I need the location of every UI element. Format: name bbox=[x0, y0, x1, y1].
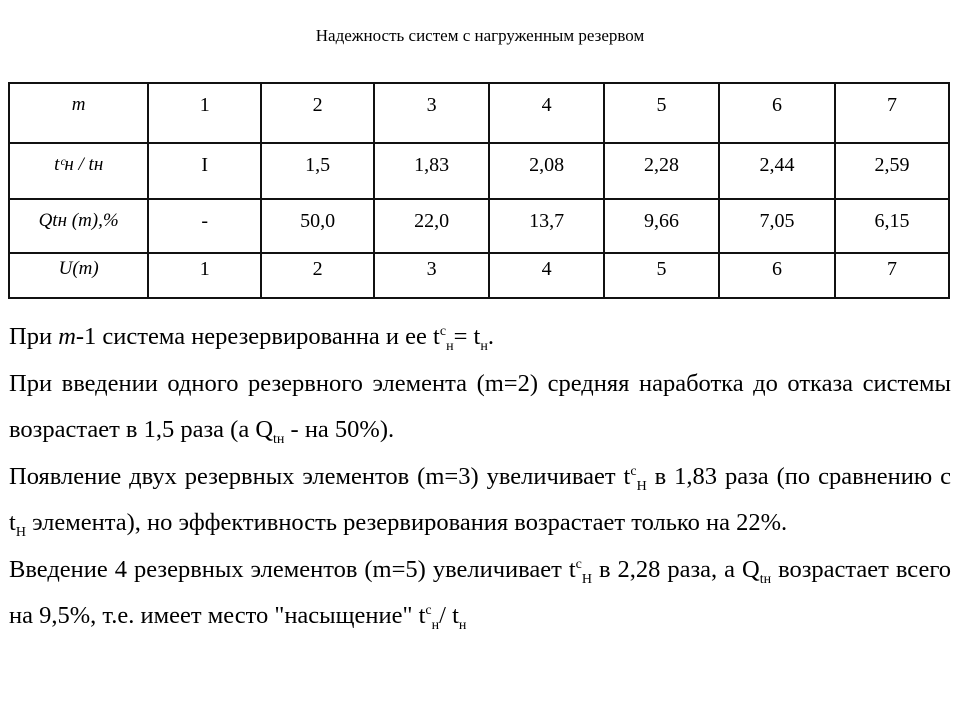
table-cell: 22,0 bbox=[373, 198, 491, 254]
table-cell: 13,7 bbox=[488, 198, 606, 254]
table-cell: 5 bbox=[603, 82, 721, 144]
row-header: Qtн (m),% bbox=[7, 198, 150, 254]
table-cell: 2,44 bbox=[718, 142, 836, 200]
table-row: tᶜн / tн I 1,5 1,83 2,08 2,28 2,44 2,59 bbox=[7, 142, 951, 200]
text-run: Введение 4 резервных элементов (m=5) уве… bbox=[9, 555, 576, 583]
text-run: c bbox=[630, 463, 637, 479]
table-cell: 1,5 bbox=[260, 142, 376, 200]
text-run: возрастает всего на 9,5%, т.е. имеет мес… bbox=[9, 555, 952, 630]
table-cell: 1,83 bbox=[373, 142, 491, 200]
text-run: m bbox=[58, 323, 76, 350]
table-cell: 7 bbox=[833, 252, 951, 299]
text-run: c bbox=[439, 323, 447, 339]
text-run: При bbox=[9, 323, 59, 350]
row-header: m bbox=[7, 82, 150, 144]
text-run: c bbox=[425, 602, 432, 618]
text-run: Н bbox=[15, 524, 26, 540]
table-cell: 2,08 bbox=[488, 142, 606, 200]
table-cell: 7,05 bbox=[718, 198, 836, 254]
table-cell: I bbox=[147, 142, 263, 200]
table-cell: 4 bbox=[488, 82, 606, 144]
table-cell: 6 bbox=[718, 252, 836, 299]
text-run: в 2,28 раза, а Q bbox=[591, 555, 760, 583]
text-run: tн bbox=[759, 571, 772, 587]
text-run: При введении одного резервного элемента … bbox=[9, 369, 951, 444]
text-run: Появление двух резервных элементов (m=3)… bbox=[9, 462, 631, 490]
table-row: Qtн (m),% -50,0 22,0 13,7 9,66 7,05 6,15 bbox=[7, 198, 951, 254]
text-run: / t bbox=[439, 602, 459, 629]
text-run: н bbox=[458, 617, 467, 633]
text-run: - на 50%). bbox=[284, 416, 395, 443]
table-cell: 7 bbox=[833, 82, 951, 144]
text-run: tн bbox=[273, 431, 285, 447]
text-run: элемента), но эффективность резервирован… bbox=[25, 509, 788, 536]
text-run: -1 система нерезервированна и ее t bbox=[75, 323, 440, 350]
table-cell: - bbox=[147, 198, 263, 254]
row-header: U(m) bbox=[7, 252, 150, 299]
text-run: . bbox=[487, 323, 494, 350]
table-cell: 2 bbox=[260, 82, 376, 144]
table-cell: 1 bbox=[147, 82, 263, 144]
table-cell: 4 bbox=[488, 252, 606, 299]
text-run: н bbox=[431, 617, 440, 633]
paragraph: При m-1 система нерезервированна и ее tc… bbox=[9, 314, 951, 361]
text-run: н bbox=[446, 338, 454, 354]
text-run: Н bbox=[636, 478, 647, 494]
row-header: tᶜн / tн bbox=[7, 142, 150, 200]
text-run: = t bbox=[453, 323, 481, 350]
table-cell: 9,66 bbox=[603, 198, 721, 254]
text-run: c bbox=[575, 556, 582, 572]
paragraph: При введении одного резервного элемента … bbox=[9, 361, 951, 454]
reliability-table: m 1 2 3 4 5 6 7 tᶜн / tн I 1,5 1,83 2,08 2,28 2,44 2,59… bbox=[7, 82, 951, 299]
table-row: U(m) 1 2 3 4 5 6 7 bbox=[7, 252, 951, 299]
table-cell: 2,28 bbox=[603, 142, 721, 200]
table-cell: 2,59 bbox=[833, 142, 951, 200]
table-cell: 50,0 bbox=[260, 198, 376, 254]
text-run: н bbox=[480, 338, 488, 354]
table-cell: 3 bbox=[373, 82, 491, 144]
text-run: Н bbox=[581, 571, 592, 587]
paragraph: Введение 4 резервных элементов (m=5) уве… bbox=[9, 547, 951, 640]
table-cell: 3 bbox=[373, 252, 491, 299]
body-text: При m-1 система нерезервированна и ее tc… bbox=[9, 314, 951, 640]
text-run: в 1,83 раза (по сравнению с t bbox=[9, 462, 951, 537]
table-cell: 6 bbox=[718, 82, 836, 144]
slide-title: Надежность систем с нагруженным резервом bbox=[315, 26, 645, 45]
table-cell: 1 bbox=[147, 252, 263, 299]
paragraph: Появление двух резервных элементов (m=3)… bbox=[9, 454, 951, 547]
table-cell: 6,15 bbox=[833, 198, 951, 254]
table-cell: 5 bbox=[603, 252, 721, 299]
table-cell: 2 bbox=[260, 252, 376, 299]
